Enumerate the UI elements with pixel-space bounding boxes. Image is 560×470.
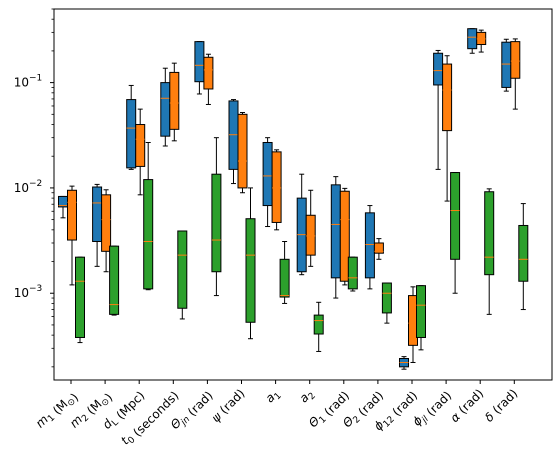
y-axis: 10−3 10−2 10−1 <box>14 8 54 368</box>
box-13-1 <box>510 38 521 110</box>
box-body <box>177 230 188 309</box>
box-body <box>416 285 426 338</box>
box-5-1 <box>237 112 248 194</box>
box-body <box>510 41 521 79</box>
box-body <box>484 191 495 276</box>
box-body <box>501 41 512 88</box>
box-10-2 <box>416 285 426 351</box>
box-4-2 <box>211 137 222 297</box>
x-tick-label: δ (rad) <box>482 386 520 424</box>
box-0-2 <box>75 256 85 344</box>
box-11-1 <box>442 55 453 202</box>
box-1-1 <box>101 189 112 273</box>
box-8-2 <box>347 256 358 292</box>
box-body <box>126 99 137 169</box>
box-6-2 <box>279 240 290 304</box>
box-10-0 <box>399 356 409 370</box>
box-body <box>92 186 103 242</box>
box-4-1 <box>203 53 214 105</box>
box-9-1 <box>373 238 384 260</box>
box-body <box>518 224 529 282</box>
box-2-1 <box>135 108 146 196</box>
box-body <box>67 189 77 241</box>
box-body <box>169 71 180 130</box>
box-body <box>135 124 146 167</box>
x-axis: m1 (M⊙)m2 (M⊙)dL (Mpc)t0 (seconds)Θjn (r… <box>33 380 520 448</box>
box-7-2 <box>313 301 324 352</box>
box-12-1 <box>476 29 487 53</box>
box-body <box>245 218 256 323</box>
box-11-2 <box>450 172 461 294</box>
box-body <box>330 184 341 279</box>
box-body <box>305 214 316 256</box>
box-body <box>373 242 384 254</box>
box-body <box>313 314 324 335</box>
y-tick-label: 10−2 <box>14 179 43 195</box>
box-9-2 <box>381 282 392 324</box>
box-body <box>109 245 120 315</box>
box-body <box>442 63 453 132</box>
box-body <box>203 56 214 90</box>
box-body <box>271 151 282 223</box>
box-body <box>381 282 392 314</box>
y-tick-label: 10−1 <box>14 74 43 90</box>
box-body <box>143 179 154 290</box>
box-body <box>262 141 273 207</box>
x-tick-label: a2 <box>297 386 318 407</box>
box-body <box>101 194 112 252</box>
box-13-2 <box>518 203 529 311</box>
boxes-layer <box>58 28 529 370</box>
box-13-0 <box>501 38 512 92</box>
plot-area <box>53 8 553 381</box>
box-body <box>433 52 444 86</box>
box-3-1 <box>169 62 180 142</box>
box-body <box>364 212 375 279</box>
box-body <box>75 256 85 338</box>
box-body <box>279 258 290 298</box>
x-tick-label: α (rad) <box>447 386 486 425</box>
box-body <box>347 256 358 290</box>
box-9-0 <box>364 205 375 290</box>
box-body <box>237 113 248 189</box>
x-tick-label: ψ (rad) <box>209 386 248 425</box>
box-12-2 <box>484 188 495 315</box>
box-body <box>211 173 222 273</box>
box-3-2 <box>177 230 188 320</box>
box-11-0 <box>433 49 444 170</box>
x-tick-label: ϕjl (rad) <box>410 386 455 431</box>
box-body <box>160 82 171 137</box>
box-body <box>450 172 461 260</box>
x-tick-label: a1 <box>263 386 284 407</box>
box-8-1 <box>339 187 350 286</box>
box-body <box>339 190 350 282</box>
box-7-1 <box>305 189 316 267</box>
box-2-2 <box>143 141 154 291</box>
box-2-0 <box>126 84 137 170</box>
box-0-1 <box>67 185 77 286</box>
box-5-2 <box>245 187 256 340</box>
box-body <box>467 28 478 50</box>
box-1-2 <box>109 245 120 316</box>
y-tick-label: 10−3 <box>14 284 43 300</box>
box-6-1 <box>271 149 282 231</box>
box-body <box>194 41 205 83</box>
